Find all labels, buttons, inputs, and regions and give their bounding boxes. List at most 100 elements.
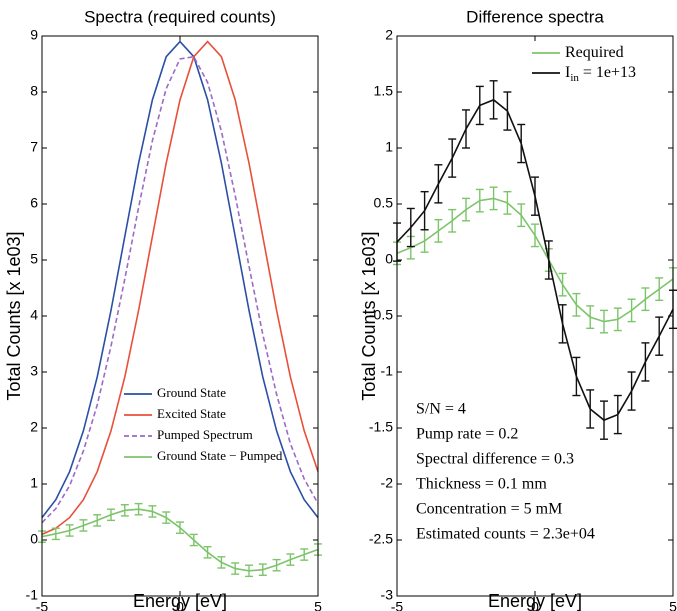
y-tick-label: 0 xyxy=(385,251,393,267)
y-tick-label: -1 xyxy=(26,587,39,603)
annotation: S/N = 4 xyxy=(416,401,466,418)
error-bar xyxy=(203,546,212,559)
error-bar xyxy=(176,521,184,534)
y-tick-label: 7 xyxy=(30,139,38,155)
error-bar xyxy=(655,316,664,356)
y-tick-label: 6 xyxy=(30,195,38,211)
error-bar xyxy=(258,563,267,576)
axes-box xyxy=(396,35,674,597)
annotation: Concentration = 5 mM xyxy=(416,501,562,518)
legend-text: Required xyxy=(565,44,624,61)
error-bar xyxy=(189,533,198,547)
x-tick-label: -5 xyxy=(36,599,49,611)
chart-title: Difference spectra xyxy=(466,7,604,26)
error-bar xyxy=(517,123,526,164)
y-tick-label: -1.5 xyxy=(369,419,393,435)
y-tick-label: 2 xyxy=(30,419,38,435)
annotation: Thickness = 0.1 mm xyxy=(416,476,547,493)
error-bar xyxy=(489,80,498,120)
y-tick-label: 4 xyxy=(30,307,38,323)
error-bar xyxy=(148,505,157,518)
error-bar xyxy=(503,91,512,131)
y-tick-label: 8 xyxy=(30,83,38,99)
series-line xyxy=(41,55,319,524)
error-bar xyxy=(462,197,470,222)
legend-text: I xyxy=(565,64,570,81)
y-tick-label: -3 xyxy=(381,587,394,603)
error-bar xyxy=(434,218,443,243)
error-bar xyxy=(93,514,102,527)
y-tick-label: 1 xyxy=(385,139,393,155)
error-bar xyxy=(627,298,636,323)
error-bar xyxy=(448,208,457,233)
legend-text: Ground State − Pumped xyxy=(157,448,283,463)
error-bar xyxy=(120,504,129,517)
chart-title: Spectra (required counts) xyxy=(84,7,276,26)
y-tick-label: -0.5 xyxy=(369,307,393,323)
series-line xyxy=(41,40,319,519)
legend-subscript: in xyxy=(570,72,579,84)
y-tick-label: 2 xyxy=(385,27,393,43)
y-tick-label: 9 xyxy=(30,27,38,43)
error-bar xyxy=(613,307,622,332)
y-tick-label: -1 xyxy=(381,363,394,379)
y-axis-label: Total Counts [x 1e03] xyxy=(4,231,24,400)
y-tick-label: -2 xyxy=(381,475,394,491)
legend-label: Pumped Spectrum xyxy=(157,427,253,442)
error-bar xyxy=(475,188,484,213)
error-bar xyxy=(503,190,512,215)
error-bar xyxy=(134,502,143,516)
y-tick-label: -2.5 xyxy=(369,531,393,547)
annotation: Pump rate = 0.2 xyxy=(416,426,518,443)
legend-suffix: = 1e+13 xyxy=(579,64,636,81)
error-bar xyxy=(544,240,553,280)
error-bar xyxy=(572,356,581,397)
error-bar xyxy=(613,394,622,435)
error-bar xyxy=(586,305,595,330)
error-bar xyxy=(641,287,650,312)
x-tick-label: 0 xyxy=(176,599,184,611)
error-bar xyxy=(462,109,470,149)
error-bar xyxy=(434,164,443,204)
error-bar xyxy=(79,519,88,532)
error-bar xyxy=(600,309,608,334)
error-bar xyxy=(586,389,595,429)
error-bar xyxy=(517,203,526,228)
series-line xyxy=(41,40,319,536)
x-tick-label: 5 xyxy=(669,599,677,611)
y-tick-label: 0.5 xyxy=(374,195,394,211)
error-bar xyxy=(286,553,295,566)
error-bar xyxy=(641,342,650,382)
legend-text: Excited State xyxy=(157,406,226,421)
annotation: Spectral difference = 0.3 xyxy=(416,451,574,468)
legend-text: Pumped Spectrum xyxy=(157,427,253,442)
error-bar xyxy=(448,138,457,178)
x-tick-label: 5 xyxy=(314,599,322,611)
annotation: Estimated counts = 2.3e+04 xyxy=(416,526,595,543)
error-bar xyxy=(627,371,636,411)
x-tick-label: 0 xyxy=(531,599,539,611)
error-bar xyxy=(217,556,226,569)
legend-label: Ground State xyxy=(157,385,226,400)
axes-box xyxy=(41,35,319,597)
error-bar xyxy=(272,558,281,572)
y-tick-label: 3 xyxy=(30,363,38,379)
error-bar xyxy=(489,186,498,211)
error-bar xyxy=(420,229,429,253)
y-axis-label: Total Counts [x 1e03] xyxy=(359,231,379,400)
y-tick-label: 5 xyxy=(30,251,38,267)
error-bar xyxy=(655,277,664,302)
error-bar xyxy=(531,223,539,248)
error-bar xyxy=(300,548,309,561)
error-bar xyxy=(245,564,253,578)
y-tick-label: 0 xyxy=(30,531,38,547)
legend-text: Ground State xyxy=(157,385,226,400)
error-bar xyxy=(406,207,415,248)
error-bar xyxy=(600,400,608,440)
error-bar xyxy=(51,527,60,541)
error-bar xyxy=(531,176,539,216)
error-bar xyxy=(231,562,240,575)
error-bar xyxy=(65,524,74,537)
error-bar xyxy=(572,292,581,317)
